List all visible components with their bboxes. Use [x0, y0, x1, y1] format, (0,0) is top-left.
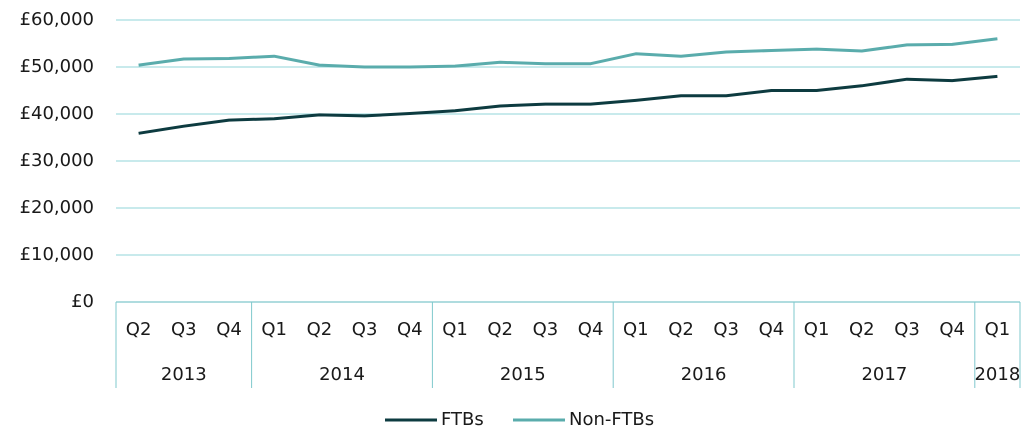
y-tick-label: £50,000: [20, 56, 94, 77]
y-tick-label: £30,000: [20, 150, 94, 171]
x-tick-label: Q4: [578, 319, 604, 340]
x-tick-label: Q2: [126, 319, 152, 340]
year-label: 2015: [500, 364, 546, 385]
x-tick-label: Q1: [442, 319, 468, 340]
x-tick-label: Q1: [985, 319, 1011, 340]
x-tick-label: Q4: [216, 319, 242, 340]
x-tick-label: Q4: [939, 319, 965, 340]
y-tick-label: £0: [71, 291, 94, 312]
x-tick-label: Q3: [533, 319, 559, 340]
x-tick-label: Q3: [894, 319, 920, 340]
x-tick-label: Q1: [261, 319, 287, 340]
x-tick-label: Q3: [713, 319, 739, 340]
year-label: 2016: [681, 364, 727, 385]
y-tick-label: £10,000: [20, 244, 94, 265]
legend-label: FTBs: [441, 409, 484, 430]
x-tick-label: Q1: [623, 319, 649, 340]
x-tick-label: Q2: [849, 319, 875, 340]
series-line: [138, 37, 998, 69]
year-label: 2013: [161, 364, 207, 385]
y-tick-label: £40,000: [20, 103, 94, 124]
year-label: 2017: [861, 364, 907, 385]
x-tick-label: Q2: [668, 319, 694, 340]
x-tick-label: Q1: [804, 319, 830, 340]
series-line: [138, 74, 998, 135]
x-tick-label: Q3: [352, 319, 378, 340]
legend-label: Non-FTBs: [569, 409, 654, 430]
y-tick-label: £20,000: [20, 197, 94, 218]
x-tick-label: Q2: [307, 319, 333, 340]
x-tick-label: Q2: [487, 319, 513, 340]
x-tick-label: Q4: [759, 319, 785, 340]
year-label: 2018: [974, 364, 1020, 385]
y-tick-label: £60,000: [20, 9, 94, 30]
year-label: 2014: [319, 364, 365, 385]
x-tick-label: Q3: [171, 319, 197, 340]
x-tick-label: Q4: [397, 319, 423, 340]
